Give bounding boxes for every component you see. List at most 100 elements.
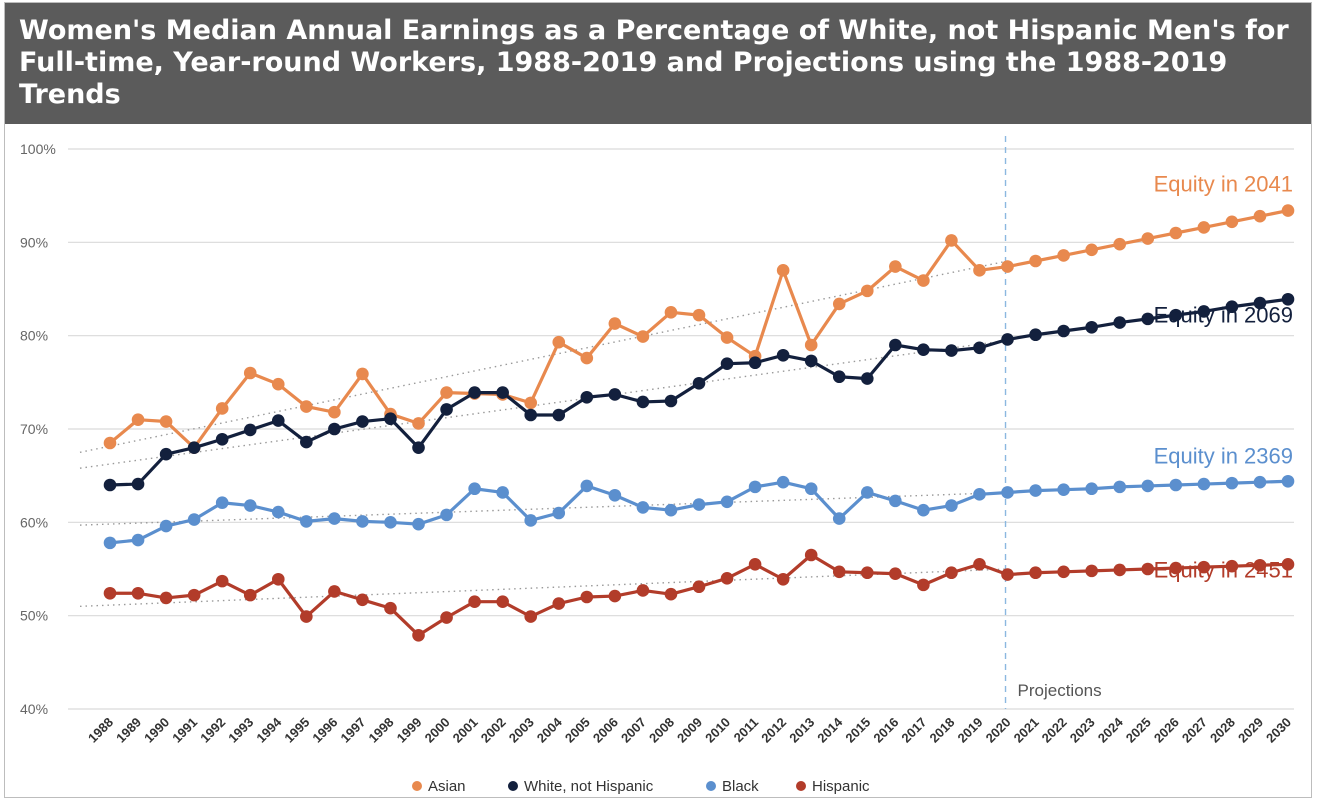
data-point (1029, 484, 1042, 497)
x-tick-label: 2019 (955, 715, 986, 746)
data-point (692, 580, 706, 594)
data-point (524, 408, 538, 422)
data-point (215, 432, 229, 446)
data-point (271, 414, 285, 427)
series-asian (103, 204, 1295, 454)
data-point (103, 586, 117, 600)
legend-item[interactable]: Asian (412, 778, 466, 795)
data-point (889, 338, 902, 352)
y-axis: 40% 50% 60% 70% 80% 90% 100% (20, 141, 56, 717)
trend-line (79, 491, 1008, 526)
data-point (328, 405, 341, 419)
chart-title: Women's Median Annual Earnings as a Perc… (19, 15, 1289, 110)
data-point (917, 343, 930, 356)
x-tick-label: 2026 (1151, 715, 1182, 746)
data-point (552, 335, 566, 349)
data-point (973, 488, 986, 501)
data-point (243, 499, 257, 512)
data-point (804, 338, 818, 352)
data-point (243, 366, 257, 380)
x-tick-label: 2007 (618, 715, 649, 746)
data-point (917, 578, 930, 592)
data-point (776, 475, 790, 489)
data-point (271, 572, 285, 586)
legend-item[interactable]: Hispanic (796, 778, 870, 795)
data-point (720, 331, 734, 344)
data-point (1001, 260, 1014, 273)
x-tick-label: 2015 (842, 715, 873, 746)
data-point (412, 628, 425, 642)
data-point (328, 585, 341, 598)
data-point (776, 264, 790, 277)
x-tick-label: 2030 (1263, 715, 1294, 746)
equity-labels: Equity in 2041 Equity in 2069 Equity in 23… (1154, 172, 1293, 583)
data-point (664, 503, 678, 517)
y-tick-label: 40% (20, 701, 48, 717)
x-tick-label: 1991 (169, 715, 200, 746)
x-tick-label: 1996 (309, 715, 340, 746)
y-tick-label: 70% (20, 421, 48, 437)
data-point (159, 519, 173, 533)
data-point (636, 501, 650, 514)
data-point (215, 574, 229, 588)
data-point (187, 441, 201, 454)
x-tick-label: 2022 (1039, 715, 1070, 746)
legend-swatch (508, 781, 518, 791)
data-point (496, 386, 509, 399)
data-point (945, 234, 958, 247)
data-point (496, 486, 509, 499)
data-point (692, 498, 706, 511)
x-tick-label: 2027 (1179, 715, 1210, 746)
x-tick-label: 1997 (337, 715, 368, 746)
data-point (1113, 563, 1127, 577)
legend-item[interactable]: White, not Hispanic (508, 778, 654, 795)
x-tick-label: 2028 (1207, 715, 1238, 746)
data-point (664, 306, 678, 319)
data-point (860, 566, 874, 580)
x-axis: 1988198919901991199219931994199519961997… (85, 714, 1294, 746)
data-point (1029, 328, 1042, 342)
data-point (1029, 254, 1042, 268)
data-point (776, 348, 790, 362)
data-point (103, 436, 117, 450)
projection-label: Projections (1018, 681, 1102, 700)
x-tick-label: 2016 (870, 715, 901, 746)
data-point (328, 512, 341, 525)
x-tick-label: 2009 (674, 715, 705, 746)
data-point (1197, 305, 1211, 318)
y-tick-label: 100% (20, 141, 56, 157)
legend-item[interactable]: Black (706, 778, 759, 795)
data-point (748, 480, 762, 494)
x-tick-label: 2010 (702, 715, 733, 746)
data-point (692, 376, 706, 390)
x-tick-label: 1999 (394, 715, 425, 746)
trend-line (79, 339, 1008, 469)
data-point (1001, 568, 1014, 581)
data-series (103, 204, 1295, 642)
y-tick-label: 50% (20, 608, 48, 624)
data-point (608, 589, 622, 603)
data-point (1169, 308, 1183, 322)
data-point (1001, 486, 1014, 499)
data-point (720, 357, 734, 370)
x-tick-label: 2000 (422, 715, 453, 746)
data-point (300, 515, 313, 528)
x-tick-label: 2023 (1067, 715, 1098, 746)
data-point (1197, 477, 1211, 491)
data-point (300, 400, 313, 413)
y-tick-label: 90% (20, 234, 48, 250)
legend[interactable]: Asian White, not Hispanic Black Hispanic (412, 778, 870, 795)
data-point (1113, 480, 1127, 494)
data-point (187, 588, 201, 602)
data-point (1141, 479, 1155, 493)
data-point (1141, 562, 1155, 576)
legend-label: Black (722, 778, 759, 795)
trend-line (79, 260, 1008, 454)
data-point (131, 533, 145, 547)
data-point (440, 386, 453, 399)
legend-label: Hispanic (812, 778, 870, 795)
data-point (412, 417, 425, 430)
data-point (412, 441, 425, 454)
equity-label: Equity in 2369 (1154, 443, 1293, 468)
x-tick-label: 2012 (758, 715, 789, 746)
